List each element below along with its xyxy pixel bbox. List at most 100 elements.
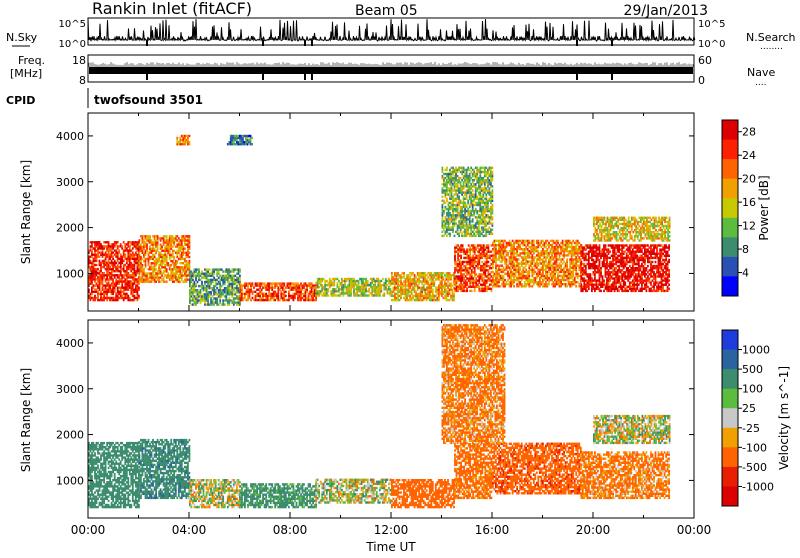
- power-echo-cell: [426, 293, 428, 295]
- power-echo-cell: [513, 281, 515, 283]
- power-echo-cell: [501, 260, 503, 262]
- power-echo-cell: [608, 269, 610, 271]
- power-echo-cell: [547, 252, 549, 254]
- power-echo-cell: [547, 275, 549, 277]
- power-echo-cell: [253, 287, 255, 289]
- power-echo-cell: [489, 273, 491, 275]
- power-echo-cell: [244, 287, 246, 289]
- power-echo-cell: [591, 257, 593, 259]
- power-echo-cell: [93, 270, 95, 272]
- power-echo-cell: [582, 267, 584, 269]
- power-echo-cell: [134, 266, 136, 268]
- power-echo-cell: [294, 282, 296, 284]
- power-echo-cell: [163, 266, 165, 268]
- power-echo-cell: [618, 265, 620, 267]
- power-echo-cell: [537, 275, 539, 277]
- power-echo-cell: [537, 265, 539, 267]
- power-echo-cell: [486, 275, 488, 277]
- power-echo-cell: [112, 270, 114, 272]
- power-echo-cell: [124, 264, 126, 266]
- power-echo-cell: [396, 287, 398, 289]
- power-echo-cell: [121, 247, 123, 249]
- power-echo-cell: [497, 244, 499, 246]
- power-echo-cell: [574, 277, 576, 279]
- power-echo-cell: [498, 258, 500, 260]
- power-echo-cell: [239, 301, 241, 303]
- power-echo-cell: [191, 295, 193, 297]
- power-echo-cell: [355, 282, 357, 284]
- freq-band: [89, 67, 693, 74]
- power-echo-cell: [132, 264, 134, 266]
- power-echo-cell: [383, 294, 385, 296]
- power-echo-cell: [435, 278, 437, 280]
- power-echo-cell: [527, 242, 529, 244]
- power-echo-cell: [608, 248, 610, 250]
- power-echo-cell: [518, 258, 520, 260]
- power-echo-cell: [466, 273, 468, 275]
- power-echo-cell: [173, 250, 175, 252]
- power-echo-cell: [149, 237, 151, 239]
- power-echo-cell: [261, 291, 263, 293]
- power-echo-cell: [123, 254, 125, 256]
- power-echo-cell: [441, 274, 443, 276]
- power-echo-cell: [500, 242, 502, 244]
- power-echo-cell: [547, 244, 549, 246]
- power-echo-cell: [194, 275, 196, 277]
- power-echo-cell: [274, 293, 276, 295]
- power-echo-cell: [268, 291, 270, 293]
- power-echo-cell: [117, 247, 119, 249]
- power-echo-cell: [172, 260, 174, 262]
- power-echo-cell: [173, 243, 175, 245]
- power-echo-cell: [166, 237, 168, 239]
- power-echo-cell: [491, 251, 493, 253]
- power-echo-cell: [403, 274, 405, 276]
- power-echo-cell: [365, 284, 367, 286]
- power-echo-cell: [138, 287, 140, 289]
- power-echo-cell: [566, 258, 568, 260]
- power-echo-cell: [602, 275, 604, 277]
- power-echo-cell: [475, 261, 477, 263]
- power-echo-cell: [267, 297, 269, 299]
- power-echo-cell: [201, 270, 203, 272]
- power-echo-cell: [123, 293, 125, 295]
- power-echo-cell: [176, 254, 178, 256]
- power-echo-cell: [531, 275, 533, 277]
- power-echo-cell: [140, 243, 142, 245]
- power-echo-cell: [618, 286, 620, 288]
- power-echo-cell: [597, 265, 599, 267]
- power-echo-cell: [285, 295, 287, 297]
- power-echo-cell: [112, 293, 114, 295]
- power-echo-cell: [456, 244, 458, 246]
- power-echo-cell: [103, 299, 105, 301]
- power-echo-cell: [430, 272, 432, 274]
- power-echo-cell: [123, 266, 125, 268]
- power-echo-cell: [161, 246, 163, 248]
- power-echo-cell: [617, 273, 619, 275]
- power-echo-cell: [509, 240, 511, 242]
- power-echo-cell: [102, 280, 104, 282]
- power-echo-cell: [102, 276, 104, 278]
- power-echo-cell: [166, 268, 168, 270]
- power-echo-cell: [568, 252, 570, 254]
- power-echo-cell: [489, 257, 491, 259]
- power-echo-cell: [478, 279, 480, 281]
- power-echo-cell: [618, 259, 620, 261]
- power-echo-cell: [93, 260, 95, 262]
- power-echo-cell: [424, 291, 426, 293]
- power-echo-cell: [184, 237, 186, 239]
- power-echo-cell: [618, 275, 620, 277]
- power-echo-cell: [320, 292, 322, 294]
- power-echo-cell: [148, 254, 150, 256]
- power-echo-cell: [503, 252, 505, 254]
- power-echo-cell: [123, 291, 125, 293]
- noise-tick-left-bottom: 10^0: [59, 39, 86, 50]
- power-echo-cell: [547, 283, 549, 285]
- power-echo-cell: [379, 282, 381, 284]
- power-echo-cell: [603, 279, 605, 281]
- power-echo-cell: [618, 267, 620, 269]
- power-echo-cell: [308, 297, 310, 299]
- power-echo-cell: [396, 297, 398, 299]
- power-echo-cell: [513, 244, 515, 246]
- power-echo-cell: [132, 282, 134, 284]
- freq-strip: Freq. [MHz] 18 8 60 0 Nave ....: [10, 54, 775, 88]
